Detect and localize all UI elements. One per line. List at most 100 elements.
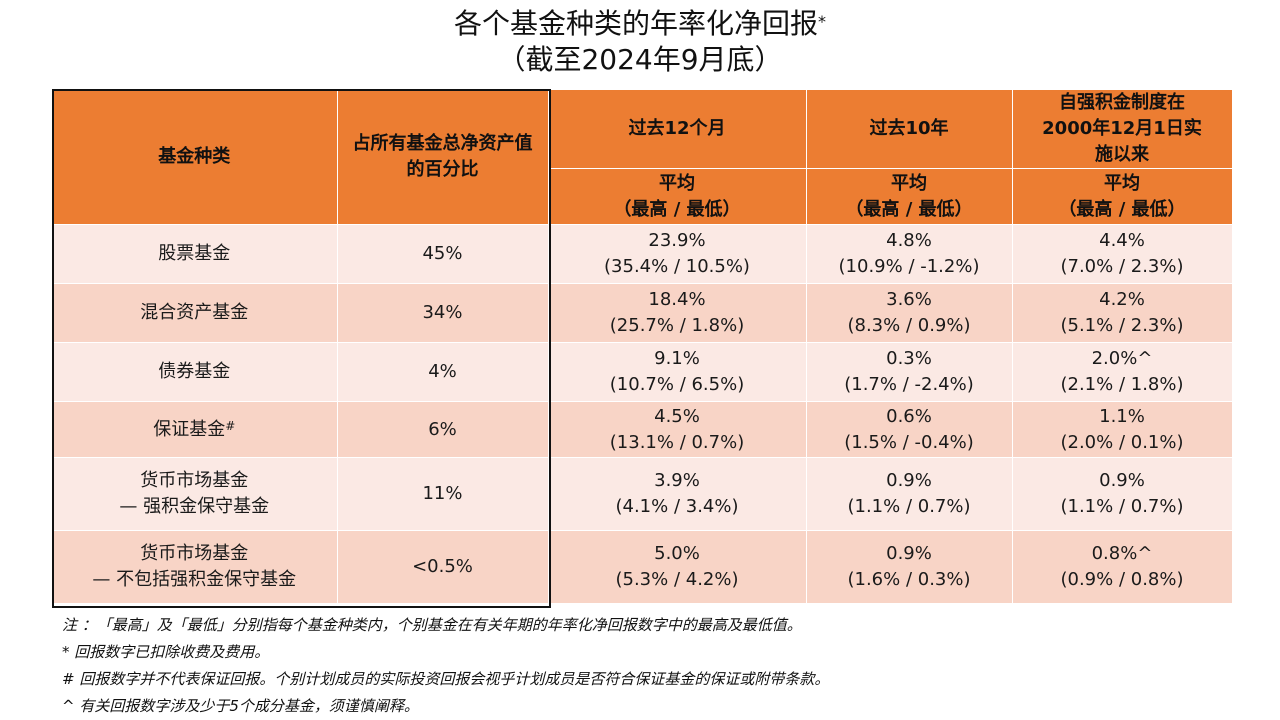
return-average: 0.9% (886, 543, 932, 564)
subheader-avg: 平均 (891, 172, 927, 194)
return-range: (5.1% / 2.3%) (1060, 315, 1184, 336)
return-range: (1.1% / 0.7%) (1060, 496, 1184, 517)
fund-name: 货币市场基金 (140, 470, 249, 491)
return-range: (25.7% / 1.8%) (609, 315, 745, 336)
return-12m-cell: 3.9% (4.1% / 3.4%) (548, 457, 807, 531)
return-range: (4.1% / 3.4%) (615, 496, 739, 517)
percentage-cell: 4% (337, 342, 549, 402)
table-row: 债券基金 4% 9.1% (10.7% / 6.5%) 0.3% (1.7% / -… (52, 342, 1233, 402)
return-range: (0.9% / 0.8%) (1060, 569, 1184, 590)
return-since-cell: 4.2% (5.1% / 2.3%) (1012, 283, 1233, 343)
footnote: 注 ：「最高」及「最低」分别指每个基金种类内，个别基金在有关年期的年率化净回报数… (62, 616, 802, 634)
return-range: (1.1% / 0.7%) (847, 496, 971, 517)
return-average: 2.0%^ (1091, 348, 1153, 369)
return-range: (1.5% / -0.4%) (844, 431, 974, 453)
return-12m-cell: 23.9% (35.4% / 10.5%) (548, 224, 807, 284)
return-average: 3.6% (886, 289, 932, 310)
return-range: (8.3% / 0.9%) (847, 315, 971, 336)
return-since-cell: 1.1% (2.0% / 0.1%) (1012, 401, 1233, 458)
return-average: 0.6% (886, 405, 932, 427)
header-10-years: 过去10年 (806, 90, 1013, 169)
return-12m-cell: 4.5% (13.1% / 0.7%) (548, 401, 807, 458)
return-range: (10.9% / -1.2%) (838, 256, 980, 277)
title-line1: 各个基金种类的年率化净回报 (453, 7, 818, 40)
return-range: (2.0% / 0.1%) (1060, 431, 1184, 453)
return-range: (1.6% / 0.3%) (847, 569, 971, 590)
return-average: 23.9% (648, 230, 706, 251)
title-footnote-mark: * (818, 12, 826, 31)
return-10y-cell: 0.6% (1.5% / -0.4%) (806, 401, 1013, 458)
return-since-cell: 0.8%^ (0.9% / 0.8%) (1012, 530, 1233, 604)
fund-name: 混合资产基金 (140, 302, 249, 323)
return-range: (10.7% / 6.5%) (609, 374, 745, 395)
percentage-cell: 6% (337, 401, 549, 458)
fund-type-cell: 混合资产基金 (52, 283, 338, 343)
return-range: (2.1% / 1.8%) (1060, 374, 1184, 395)
subheader-avg: 平均 (1104, 172, 1140, 194)
return-12m-cell: 18.4% (25.7% / 1.8%) (548, 283, 807, 343)
fund-type-cell: 债券基金 (52, 342, 338, 402)
footnote-mark: # (225, 418, 236, 433)
return-since-cell: 4.4% (7.0% / 2.3%) (1012, 224, 1233, 284)
fund-subname: — 不包括强积金保守基金 (92, 569, 297, 590)
subheader-since-inception: 平均 （最高 / 最低） (1012, 168, 1233, 225)
return-average: 4.2% (1099, 289, 1145, 310)
return-average: 4.5% (654, 405, 700, 427)
return-average: 4.8% (886, 230, 932, 251)
subheader-range: （最高 / 最低） (613, 198, 741, 220)
percentage-cell: <0.5% (337, 530, 549, 604)
table-row: 货币市场基金 — 强积金保守基金 11% 3.9% (4.1% / 3.4%) 0.… (52, 457, 1233, 531)
fund-name: 股票基金 (158, 243, 231, 264)
header-row: 基金种类 占所有基金总净资产值的百分比 过去12个月 过去10年 自强积金制度在… (52, 90, 1233, 225)
fund-name: 货币市场基金 (140, 543, 249, 564)
fund-name: 保证基金 (153, 418, 226, 440)
return-range: (5.3% / 4.2%) (615, 569, 739, 590)
footnotes: 注 ：「最高」及「最低」分别指每个基金种类内，个别基金在有关年期的年率化净回报数… (62, 612, 1262, 720)
title-line2: （截至2024年9月底） (497, 43, 783, 76)
return-average: 0.9% (1099, 470, 1145, 491)
page-title: 各个基金种类的年率化净回报* （截至2024年9月底） (0, 6, 1280, 78)
fund-type-cell: 货币市场基金 — 强积金保守基金 (52, 457, 338, 531)
fund-type-cell: 股票基金 (52, 224, 338, 284)
footnote: # 回报数字并不代表保证回报。个别计划成员的实际投资回报会视乎计划成员是否符合保… (62, 670, 830, 688)
return-average: 0.3% (886, 348, 932, 369)
return-average: 0.8%^ (1091, 543, 1153, 564)
return-average: 3.9% (654, 470, 700, 491)
return-average: 4.4% (1099, 230, 1145, 251)
return-10y-cell: 0.3% (1.7% / -2.4%) (806, 342, 1013, 402)
subheader-avg: 平均 (659, 172, 695, 194)
fund-name: 债券基金 (158, 361, 231, 382)
fund-subname: — 强积金保守基金 (119, 496, 270, 517)
header-fund-type: 基金种类 (52, 90, 338, 225)
subheader-range: （最高 / 最低） (1058, 198, 1186, 220)
subheader-12-months: 平均 （最高 / 最低） (548, 168, 807, 225)
footnote: * 回报数字已扣除收费及费用。 (62, 643, 270, 661)
return-since-cell: 0.9% (1.1% / 0.7%) (1012, 457, 1233, 531)
subheader-range: （最高 / 最低） (845, 198, 973, 220)
percentage-cell: 34% (337, 283, 549, 343)
return-10y-cell: 0.9% (1.6% / 0.3%) (806, 530, 1013, 604)
return-average: 18.4% (648, 289, 706, 310)
table-row: 货币市场基金 — 不包括强积金保守基金 <0.5% 5.0% (5.3% / 4.2… (52, 530, 1233, 604)
return-average: 9.1% (654, 348, 700, 369)
return-10y-cell: 3.6% (8.3% / 0.9%) (806, 283, 1013, 343)
fund-type-cell: 保证基金# (52, 401, 338, 458)
return-average: 0.9% (886, 470, 932, 491)
returns-table: 基金种类 占所有基金总净资产值的百分比 过去12个月 过去10年 自强积金制度在… (52, 90, 1233, 604)
return-average: 1.1% (1099, 405, 1145, 427)
fund-type-cell: 货币市场基金 — 不包括强积金保守基金 (52, 530, 338, 604)
return-range: (1.7% / -2.4%) (844, 374, 974, 395)
subheader-10-years: 平均 （最高 / 最低） (806, 168, 1013, 225)
return-12m-cell: 5.0% (5.3% / 4.2%) (548, 530, 807, 604)
percentage-cell: 11% (337, 457, 549, 531)
table-row: 保证基金# 6% 4.5% (13.1% / 0.7%) 0.6% (1.5% / … (52, 401, 1233, 458)
return-range: (35.4% / 10.5%) (604, 256, 750, 277)
return-10y-cell: 4.8% (10.9% / -1.2%) (806, 224, 1013, 284)
footnote: ^ 有关回报数字涉及少于5个成分基金，须谨慎阐释。 (62, 697, 419, 715)
return-average: 5.0% (654, 543, 700, 564)
return-range: (13.1% / 0.7%) (609, 431, 745, 453)
header-since-inception: 自强积金制度在2000年12月1日实施以来 (1012, 90, 1233, 169)
table-row: 股票基金 45% 23.9% (35.4% / 10.5%) 4.8% (10.9%… (52, 224, 1233, 284)
header-percentage: 占所有基金总净资产值的百分比 (337, 90, 549, 225)
return-range: (7.0% / 2.3%) (1060, 256, 1184, 277)
